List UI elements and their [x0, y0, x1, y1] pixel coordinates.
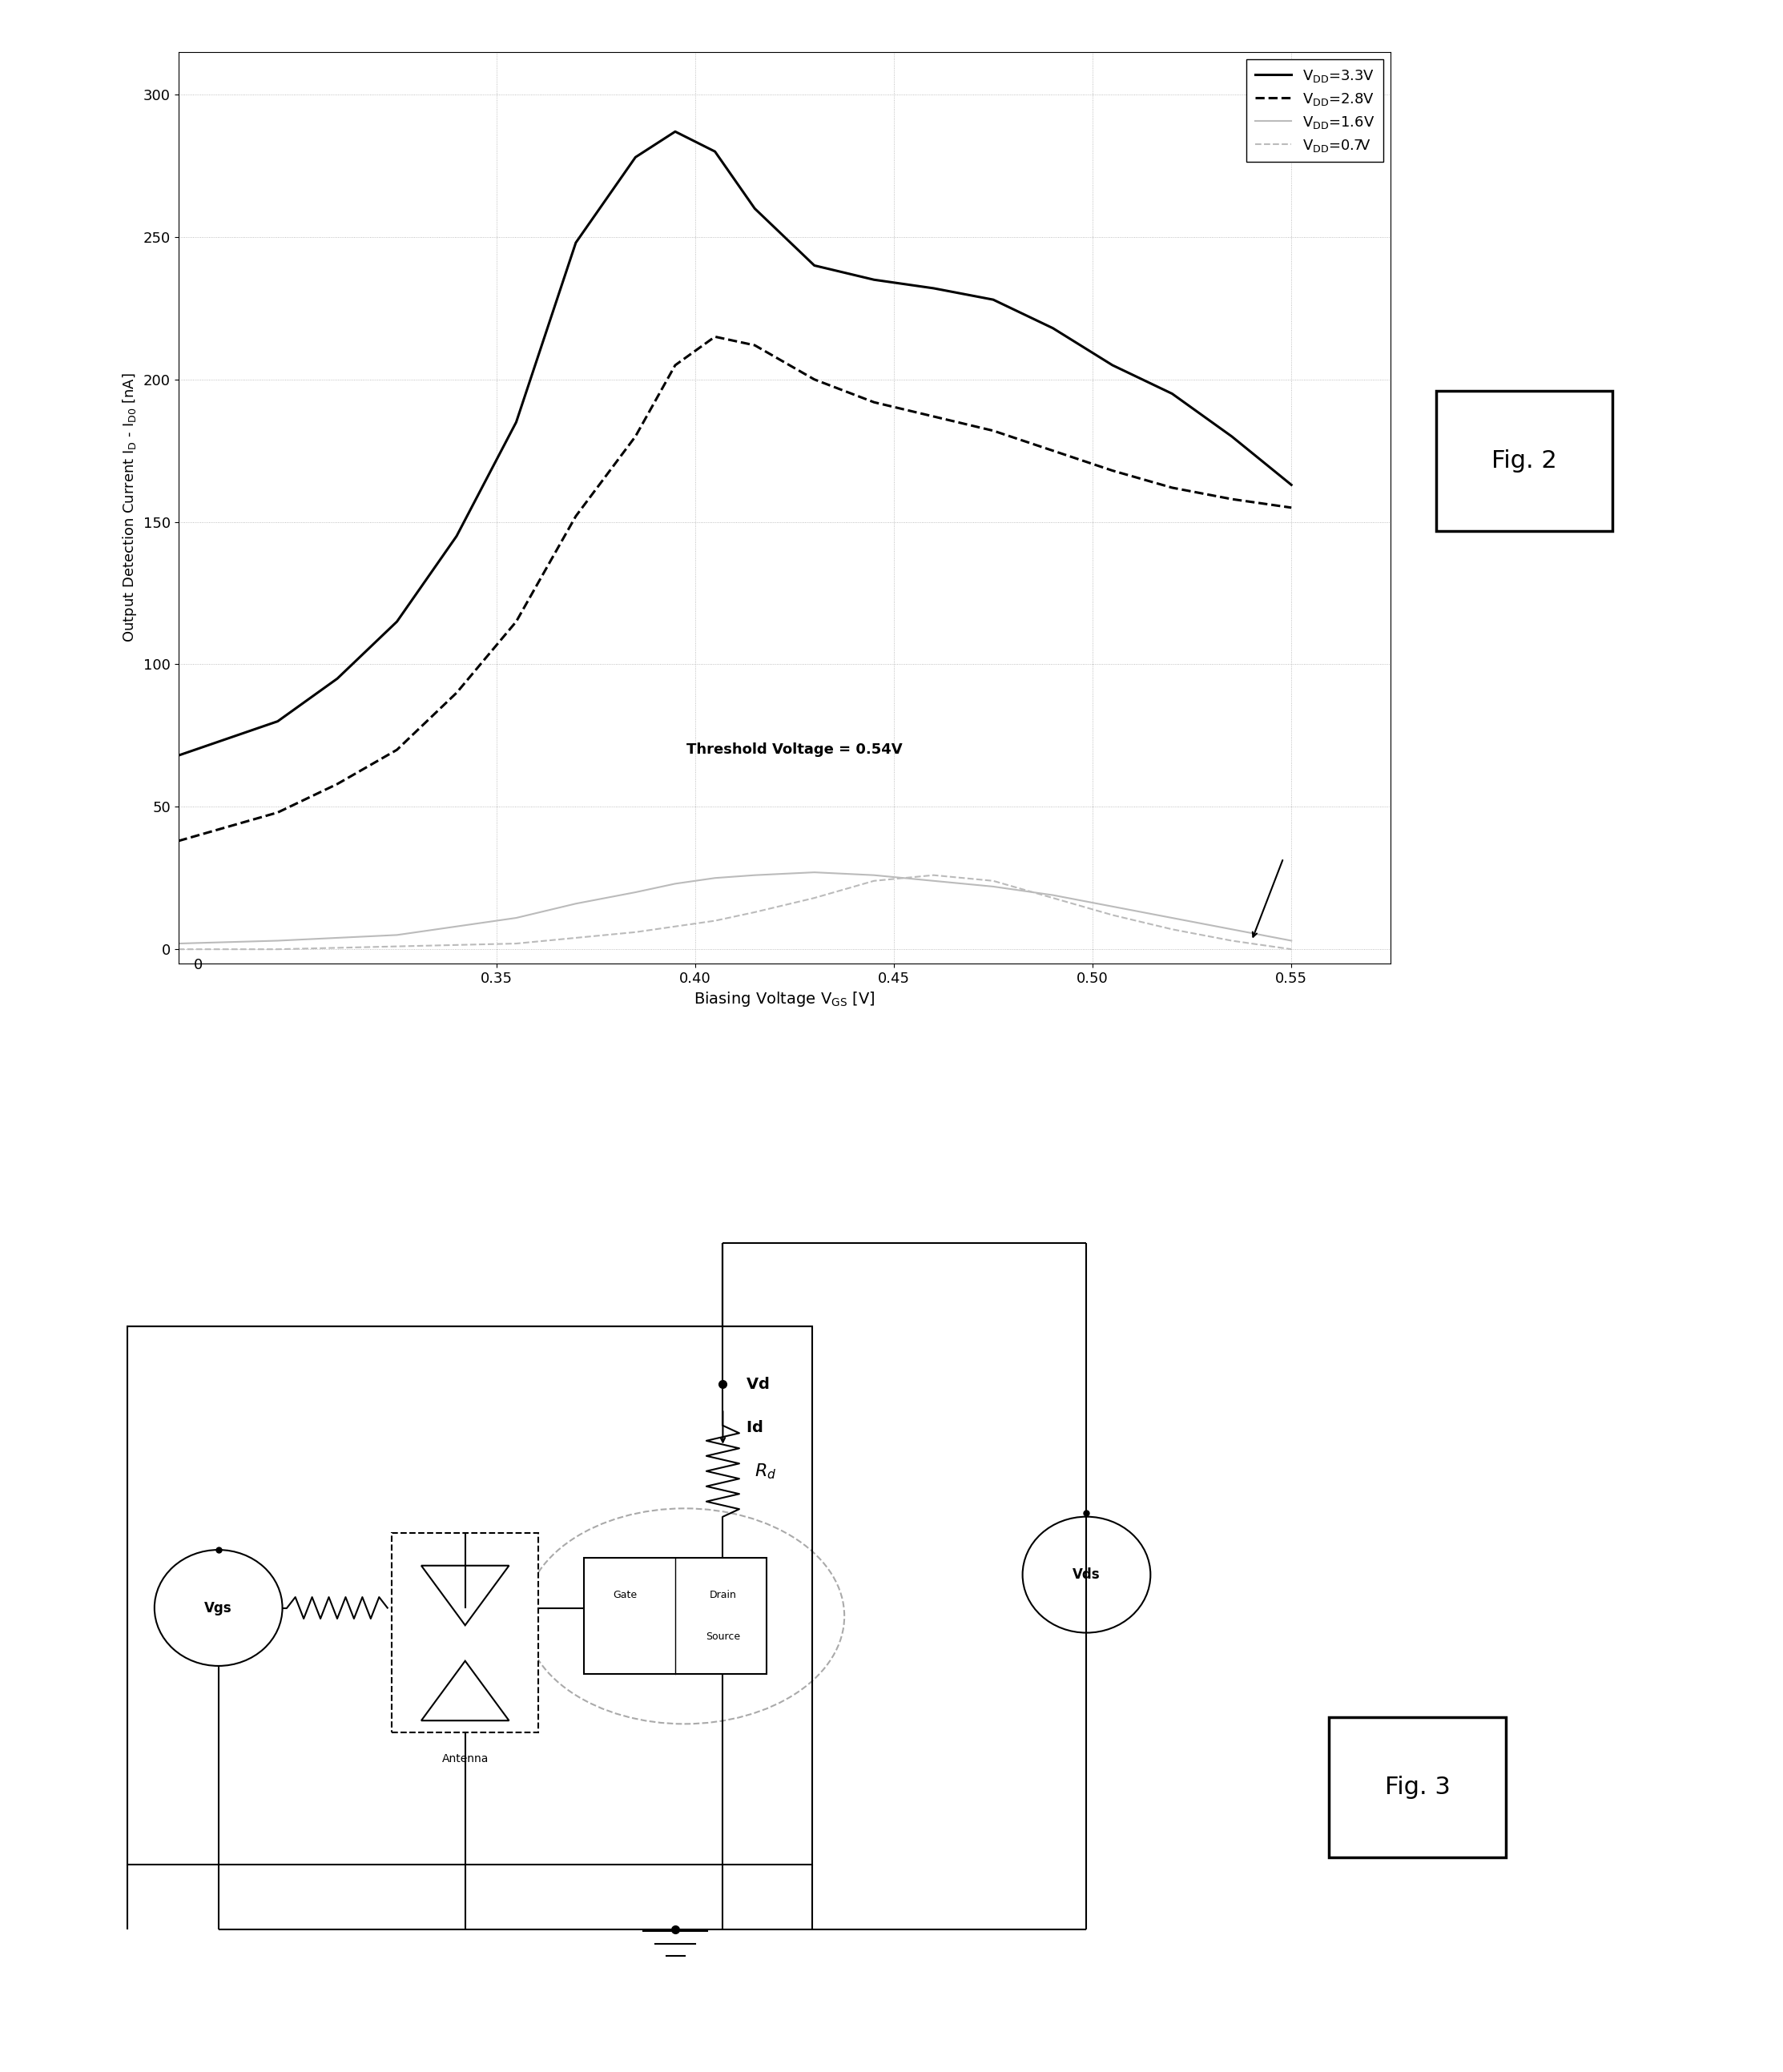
- Text: $R_d$: $R_d$: [754, 1461, 777, 1481]
- Text: Fig. 2: Fig. 2: [1492, 450, 1557, 472]
- FancyBboxPatch shape: [585, 1558, 767, 1674]
- Text: Drain: Drain: [710, 1589, 736, 1602]
- Text: Threshold Voltage = 0.54V: Threshold Voltage = 0.54V: [686, 742, 902, 756]
- FancyBboxPatch shape: [1437, 392, 1614, 530]
- Text: Antenna: Antenna: [442, 1753, 489, 1763]
- Text: Vgs: Vgs: [205, 1602, 232, 1614]
- FancyBboxPatch shape: [392, 1533, 538, 1732]
- Text: Fig. 3: Fig. 3: [1385, 1776, 1450, 1798]
- Text: Gate: Gate: [613, 1589, 637, 1602]
- Text: $\bf{Id}$: $\bf{Id}$: [745, 1419, 763, 1436]
- X-axis label: Biasing Voltage V$_{\mathrm{GS}}$ [V]: Biasing Voltage V$_{\mathrm{GS}}$ [V]: [694, 990, 875, 1009]
- Text: Vds: Vds: [1073, 1569, 1100, 1581]
- Text: 0: 0: [194, 957, 203, 972]
- Y-axis label: Output Detection Current I$_{\mathrm{D}}$ - I$_{\mathrm{D0}}$ [nA]: Output Detection Current I$_{\mathrm{D}}…: [121, 373, 139, 642]
- Legend: V$_{\mathrm{DD}}$=3.3V, V$_{\mathrm{DD}}$=2.8V, V$_{\mathrm{DD}}$=1.6V, V$_{\mat: V$_{\mathrm{DD}}$=3.3V, V$_{\mathrm{DD}}…: [1246, 58, 1384, 162]
- Text: Source: Source: [706, 1631, 740, 1643]
- Text: $\bf{Vd}$: $\bf{Vd}$: [745, 1376, 768, 1392]
- FancyBboxPatch shape: [1330, 1718, 1505, 1857]
